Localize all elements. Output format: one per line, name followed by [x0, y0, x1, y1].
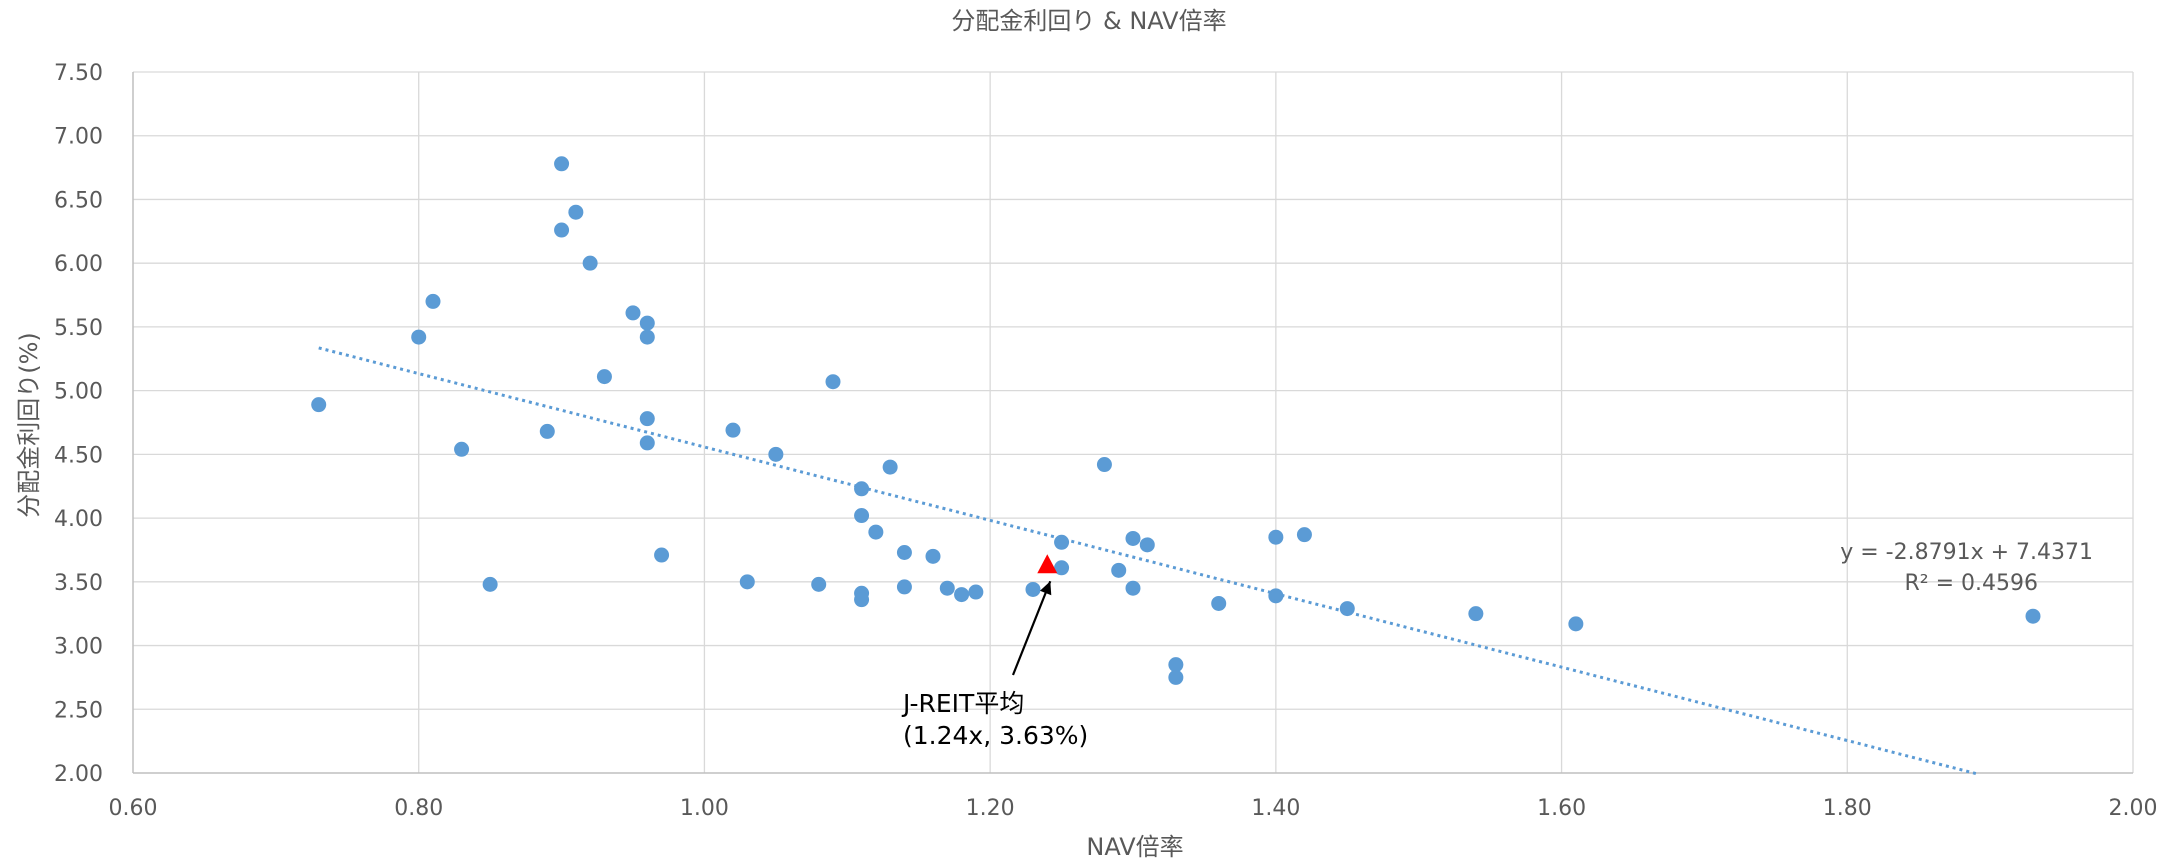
data-point [454, 441, 470, 457]
x-tick-label: 0.80 [394, 796, 443, 821]
data-point [968, 584, 984, 600]
y-tick-label: 4.00 [54, 507, 103, 532]
tick-labels: 2.00 2.50 3.00 3.50 4.00 4.50 5.00 5.50 6.00 6.50… [54, 61, 2157, 821]
data-point [554, 222, 570, 238]
data-point [654, 547, 670, 563]
y-tick-label: 7.00 [54, 125, 103, 150]
data-point [1025, 581, 1041, 597]
data-point [1339, 601, 1355, 617]
y-tick-label: 4.50 [54, 443, 103, 468]
data-point [596, 369, 612, 385]
data-point [954, 587, 970, 603]
data-point [1125, 580, 1141, 596]
data-point [1168, 657, 1184, 673]
highlight-label-value: (1.24x, 3.63%) [903, 721, 1088, 750]
data-point [1296, 527, 1312, 543]
data-point [1139, 537, 1155, 553]
y-tick-label: 3.00 [54, 635, 103, 660]
x-tick-label: 2.00 [2109, 796, 2158, 821]
highlight-label-name: J-REIT平均 [901, 689, 1024, 718]
data-point [1268, 529, 1284, 545]
data-point [725, 422, 741, 438]
data-point [639, 435, 655, 451]
data-point [482, 576, 498, 592]
trendline-equation: y = -2.8791x + 7.4371 [1840, 540, 2093, 565]
data-point [639, 329, 655, 345]
data-point [882, 459, 898, 475]
x-tick-label: 1.00 [680, 796, 729, 821]
data-point [425, 293, 441, 309]
y-tick-label: 2.00 [54, 762, 103, 787]
data-point [896, 545, 912, 561]
data-point [825, 374, 841, 390]
data-point [639, 315, 655, 331]
y-tick-label: 7.50 [54, 61, 103, 86]
data-point [1096, 457, 1112, 473]
axes [132, 72, 2133, 774]
x-tick-label: 1.60 [1537, 796, 1586, 821]
data-point [2025, 608, 2041, 624]
data-point [1054, 534, 1070, 550]
data-point [768, 446, 784, 462]
data-point [896, 579, 912, 595]
x-tick-label: 1.20 [966, 796, 1015, 821]
chart-title: 分配金利回り & NAV倍率 [951, 7, 1226, 35]
data-point [1468, 606, 1484, 622]
data-point [539, 423, 555, 439]
data-point [411, 329, 427, 345]
data-points [311, 156, 2041, 685]
trendline [318, 346, 1977, 776]
annotation-arrow-head [1039, 581, 1052, 596]
data-point [1268, 588, 1284, 604]
data-point [1054, 560, 1070, 576]
data-point [625, 305, 641, 321]
data-point [939, 580, 955, 596]
data-point [1211, 595, 1227, 611]
y-tick-label: 5.00 [54, 380, 103, 405]
y-tick-label: 6.00 [54, 252, 103, 277]
data-point [311, 397, 327, 413]
data-point [854, 592, 870, 608]
data-point [739, 574, 755, 590]
data-point [1168, 669, 1184, 685]
annotation-arrow-line [1011, 580, 1052, 676]
data-point [1568, 616, 1584, 632]
y-axis-title: 分配金利回り(%) [15, 332, 43, 518]
data-point [554, 156, 570, 172]
data-point [1125, 530, 1141, 546]
data-point [1111, 562, 1127, 578]
data-point [854, 481, 870, 497]
data-point [811, 576, 827, 592]
trendline-r-squared: R² = 0.4596 [1904, 571, 2038, 596]
y-tick-label: 6.50 [54, 188, 103, 213]
x-tick-label: 1.80 [1823, 796, 1872, 821]
data-point [868, 524, 884, 540]
highlight-layer [1011, 554, 1058, 676]
x-tick-label: 0.60 [109, 796, 158, 821]
x-axis-title: NAV倍率 [1086, 833, 1183, 861]
data-point [925, 548, 941, 564]
y-tick-label: 3.50 [54, 571, 103, 596]
highlight-marker [1037, 554, 1058, 574]
y-tick-label: 5.50 [54, 316, 103, 341]
x-tick-label: 1.40 [1251, 796, 1300, 821]
data-point [639, 411, 655, 427]
gridlines [133, 71, 2134, 773]
trendline-layer [318, 346, 1977, 776]
data-point [582, 255, 598, 271]
data-point [854, 508, 870, 524]
data-point [568, 204, 584, 220]
y-tick-label: 2.50 [54, 698, 103, 723]
